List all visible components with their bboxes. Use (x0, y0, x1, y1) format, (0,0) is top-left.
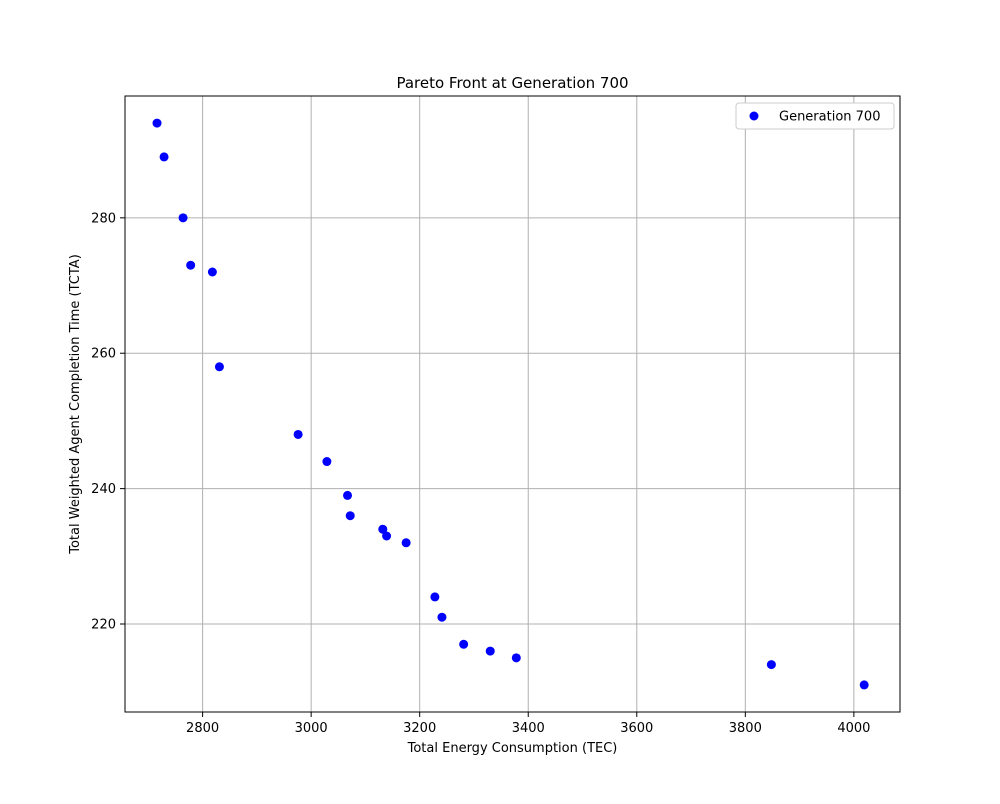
scatter-point (345, 511, 355, 521)
y-tick-label: 220 (91, 618, 116, 633)
scatter-point (382, 531, 392, 541)
legend-marker-icon (749, 111, 759, 121)
x-tick-label: 2800 (186, 721, 219, 736)
scatter-point (766, 660, 776, 670)
legend: Generation 700 (735, 102, 895, 130)
x-axis-label: Total Energy Consumption (TEC) (407, 741, 618, 756)
scatter-point (178, 213, 188, 223)
y-tick-label: 260 (91, 347, 116, 362)
data-points (152, 118, 869, 690)
x-tick-label: 3400 (512, 721, 545, 736)
scatter-point (152, 118, 162, 128)
scatter-point (186, 260, 196, 270)
scatter-point (378, 524, 388, 534)
y-axis-ticks: 220 240 260 280 (91, 211, 125, 633)
x-tick-label: 3200 (403, 721, 436, 736)
scatter-point (214, 362, 224, 372)
x-tick-label: 3000 (295, 721, 328, 736)
scatter-point (437, 612, 447, 622)
scatter-point (322, 457, 332, 467)
chart-title: Pareto Front at Generation 700 (396, 74, 628, 92)
legend-box (735, 102, 895, 130)
y-tick-label: 280 (91, 211, 116, 226)
scatter-point (159, 152, 169, 162)
scatter-point (430, 592, 440, 602)
legend-label: Generation 700 (779, 110, 880, 125)
scatter-point (401, 538, 411, 548)
scatter-point (293, 429, 303, 439)
scatter-point (343, 490, 353, 500)
scatter-point (859, 680, 869, 690)
scatter-point (459, 639, 469, 649)
plot-frame (124, 95, 901, 713)
x-tick-label: 4000 (837, 721, 870, 736)
grid-lines (125, 96, 900, 712)
x-tick-label: 3800 (729, 721, 762, 736)
scatter-point (511, 653, 521, 663)
scatter-point (485, 646, 495, 656)
x-axis-ticks: 2800 3000 3200 3400 3600 3800 4000 (186, 712, 870, 736)
y-tick-label: 240 (91, 482, 116, 497)
scatter-point (207, 267, 217, 277)
x-tick-label: 3600 (620, 721, 653, 736)
y-axis-label: Total Weighted Agent Completion Time (TC… (68, 254, 83, 555)
